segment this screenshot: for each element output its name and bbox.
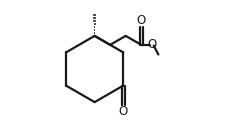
Text: O: O (148, 38, 157, 51)
Text: O: O (119, 105, 128, 118)
Text: O: O (136, 14, 146, 27)
